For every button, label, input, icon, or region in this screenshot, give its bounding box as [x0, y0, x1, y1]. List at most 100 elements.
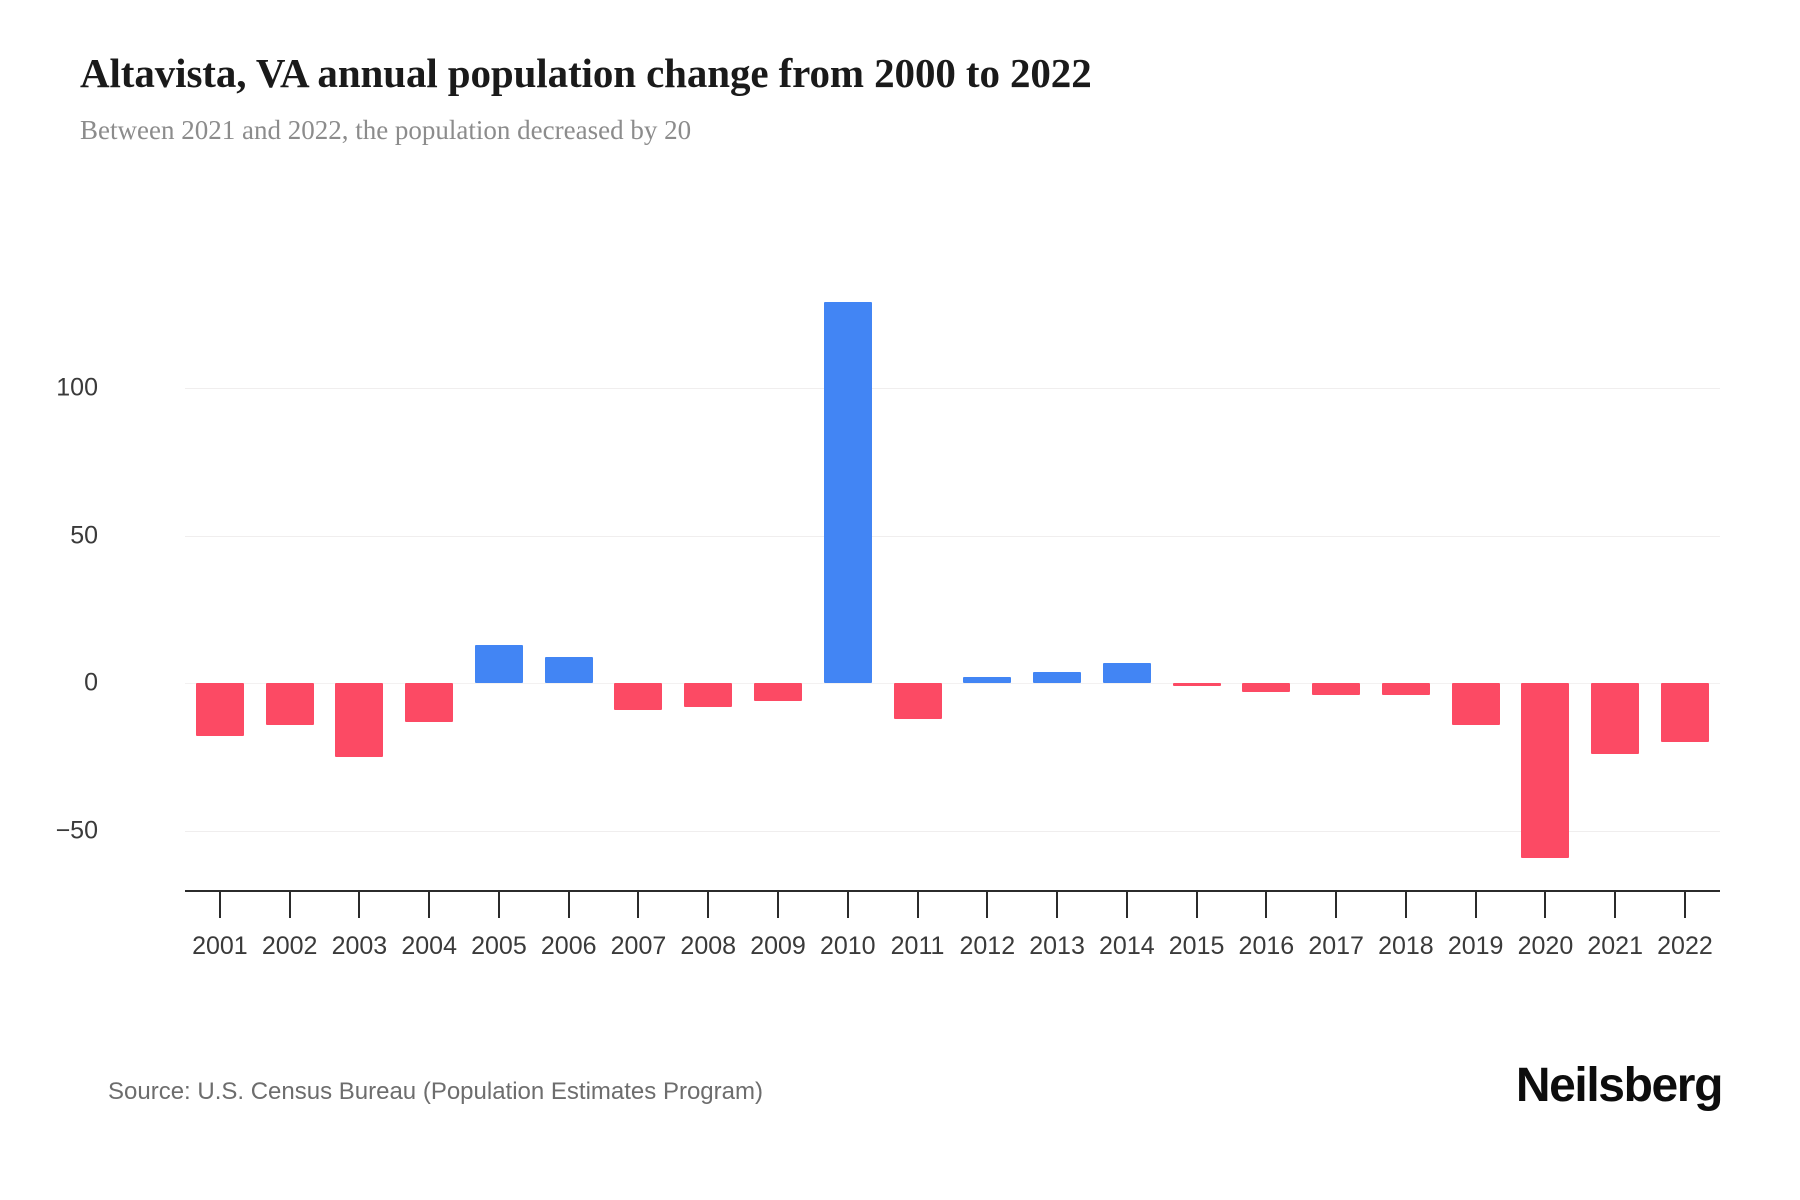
- bar-2002[interactable]: [265, 683, 314, 725]
- bar-2022[interactable]: [1660, 683, 1709, 743]
- x-axis-tick: [218, 890, 221, 918]
- x-axis-tick-label: 2017: [1308, 932, 1364, 960]
- bar-group-2009[interactable]: 2009: [743, 270, 813, 960]
- bar-2012[interactable]: [963, 677, 1012, 684]
- x-axis-tick-label: 2012: [959, 932, 1016, 960]
- x-axis-tick-label: 2011: [890, 932, 945, 960]
- bar-group-2006[interactable]: 2006: [534, 270, 604, 960]
- bar-group-2018[interactable]: 2018: [1371, 270, 1441, 960]
- chart-subtitle: Between 2021 and 2022, the population de…: [80, 115, 692, 146]
- x-axis-tick-label: 2016: [1238, 932, 1295, 960]
- bar-group-2022[interactable]: 2022: [1650, 270, 1720, 960]
- bar-2016[interactable]: [1242, 683, 1291, 693]
- x-axis-tick: [1195, 890, 1198, 918]
- bar-2021[interactable]: [1591, 683, 1640, 755]
- page-title: Altavista, VA annual population change f…: [80, 50, 1092, 96]
- bar-group-2017[interactable]: 2017: [1301, 270, 1371, 960]
- x-axis-tick: [777, 890, 779, 918]
- bar-group-2002[interactable]: 2002: [255, 270, 325, 960]
- y-axis-tick-label: 50: [70, 521, 98, 550]
- x-axis-tick: [1474, 890, 1477, 918]
- gridline--50: [185, 830, 1720, 832]
- x-axis-tick-label: 2002: [261, 932, 318, 960]
- x-axis-tick: [288, 890, 291, 918]
- bar-group-2004[interactable]: 2004: [394, 270, 464, 960]
- x-axis-tick-label: 2020: [1517, 932, 1574, 960]
- bar-group-2011[interactable]: 2011: [883, 270, 953, 960]
- x-axis-tick: [637, 890, 640, 918]
- x-axis-tick-label: 2010: [819, 932, 876, 960]
- bar-2010[interactable]: [823, 302, 872, 684]
- gridline-100: [185, 388, 1720, 390]
- x-axis-tick: [1544, 890, 1547, 918]
- x-axis-tick-label: 2015: [1168, 932, 1225, 960]
- bar-group-2020[interactable]: 2020: [1511, 270, 1581, 960]
- bar-group-2005[interactable]: 2005: [464, 270, 534, 960]
- bar-group-2003[interactable]: 2003: [325, 270, 395, 960]
- bar-2004[interactable]: [405, 683, 454, 722]
- x-axis-tick: [846, 890, 849, 918]
- bar-group-2007[interactable]: 2007: [604, 270, 674, 960]
- bar-group-2014[interactable]: 2014: [1092, 270, 1162, 960]
- bar-2007[interactable]: [614, 683, 663, 710]
- brand-logo: Neilsberg: [1515, 1059, 1724, 1112]
- bar-2003[interactable]: [335, 683, 384, 758]
- gridline-50: [185, 535, 1720, 537]
- x-axis-tick: [916, 890, 919, 918]
- chart-header: Altavista, VA annual population change f…: [80, 48, 1720, 148]
- bar-2008[interactable]: [684, 683, 733, 707]
- x-axis-tick: [1683, 890, 1686, 918]
- bar-group-2015[interactable]: 2015: [1162, 270, 1232, 960]
- x-axis-tick-label: 2018: [1378, 932, 1434, 960]
- x-axis-tick: [1056, 890, 1059, 918]
- x-axis-tick-label: 2005: [471, 932, 527, 960]
- bar-2011[interactable]: [893, 683, 942, 719]
- x-axis-tick: [1614, 890, 1617, 918]
- bar-series: 2001 2002 2003 2004 2005 2006 2007 2008 2009 2010…: [185, 270, 1720, 960]
- bar-group-2012[interactable]: 2012: [952, 270, 1022, 960]
- bar-2001[interactable]: [195, 683, 244, 737]
- bar-group-2013[interactable]: 2013: [1022, 270, 1092, 960]
- x-axis-tick: [428, 890, 431, 918]
- plot-grid: 100 50 0 −50: [56, 270, 1720, 890]
- x-axis-tick: [1125, 890, 1128, 918]
- x-axis-tick: [497, 890, 500, 918]
- x-axis-tick: [358, 890, 361, 918]
- bar-group-2008[interactable]: 2008: [673, 270, 743, 960]
- source-note: Source: U.S. Census Bureau (Population E…: [108, 1078, 763, 1105]
- bar-2006[interactable]: [544, 656, 593, 684]
- y-axis-tick-label: 100: [56, 373, 98, 402]
- x-axis-tick: [986, 890, 989, 918]
- bar-2014[interactable]: [1102, 662, 1151, 684]
- bar-2017[interactable]: [1312, 683, 1361, 696]
- x-axis-tick-label: 2013: [1029, 932, 1085, 960]
- bar-2013[interactable]: [1033, 671, 1082, 684]
- x-axis-tick-label: 2007: [610, 932, 667, 960]
- bar-2018[interactable]: [1381, 683, 1430, 696]
- x-axis-tick-label: 2003: [331, 932, 388, 960]
- x-axis-tick-label: 2006: [540, 932, 597, 960]
- bar-group-2021[interactable]: 2021: [1580, 270, 1650, 960]
- x-axis-tick-label: 2022: [1657, 932, 1713, 960]
- x-axis-tick: [1265, 890, 1268, 918]
- bar-group-2001[interactable]: 2001: [185, 270, 255, 960]
- gridline-0: [185, 683, 1720, 685]
- y-axis-tick-label: −50: [55, 816, 98, 845]
- bar-group-2010[interactable]: 2010: [813, 270, 883, 960]
- x-axis-tick-label: 2001: [192, 932, 248, 960]
- x-axis-tick: [1404, 890, 1407, 918]
- x-axis-tick-label: 2014: [1099, 932, 1155, 960]
- x-axis-tick-label: 2004: [401, 932, 457, 960]
- bar-2019[interactable]: [1451, 683, 1500, 725]
- bar-2009[interactable]: [754, 683, 802, 702]
- bar-group-2019[interactable]: 2019: [1441, 270, 1511, 960]
- x-axis-tick: [707, 890, 710, 918]
- y-axis-tick-label: 0: [84, 668, 98, 697]
- bar-2020[interactable]: [1521, 683, 1570, 858]
- x-axis-tick-label: 2021: [1587, 932, 1643, 960]
- bar-2005[interactable]: [474, 644, 523, 684]
- bar-group-2016[interactable]: 2016: [1231, 270, 1301, 960]
- bar-2015[interactable]: [1172, 683, 1221, 687]
